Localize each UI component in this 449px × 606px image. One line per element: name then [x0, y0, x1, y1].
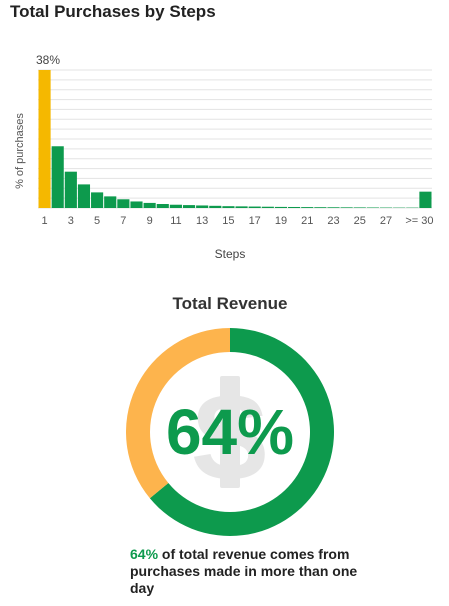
x-tick-label: 11 — [170, 215, 181, 227]
bar-step-30 — [419, 191, 432, 208]
x-tick-label: 21 — [301, 215, 313, 227]
bar-step-16 — [235, 206, 248, 208]
bar-step-22 — [314, 207, 327, 208]
x-tick-label: 23 — [327, 215, 339, 227]
x-axis-label: Steps — [215, 247, 246, 261]
x-tick-label: 17 — [249, 215, 261, 227]
donut-slice-same-day — [126, 328, 230, 499]
svg-text:S: S — [191, 372, 270, 504]
donut-slice-multi-day — [149, 328, 334, 536]
bar-step-21 — [301, 207, 314, 208]
donut-slices — [126, 328, 334, 536]
x-tick-label: >= 30 — [405, 215, 433, 227]
x-tick-label: 27 — [380, 215, 392, 227]
bar-step-7 — [117, 199, 130, 208]
x-tick-label: 1 — [42, 215, 48, 227]
x-tick-label: 3 — [68, 215, 74, 227]
bar-step-9 — [143, 202, 156, 208]
bar-step-26 — [366, 207, 379, 208]
bar-step-24 — [340, 207, 353, 208]
bar-step-13 — [196, 205, 209, 208]
bar-step-6 — [104, 196, 117, 208]
revenue-percent-label: 64% — [165, 396, 295, 468]
bar-step-15 — [222, 206, 235, 208]
bar-step-19 — [274, 206, 288, 208]
revenue-donut-chart: S — [126, 328, 334, 536]
x-tick-label: 5 — [94, 215, 100, 227]
revenue-caption: 64% of total revenue comes from purchase… — [130, 546, 370, 597]
bar-data-label: 38% — [36, 53, 60, 67]
x-axis-ticks: 1 3 5 7 9 11 13 15 17 19 21 23 25 27 >= 30 — [42, 215, 434, 227]
bar-step-1 — [38, 70, 51, 208]
x-tick-label: 19 — [275, 215, 287, 227]
dollar-sign-icon: S — [191, 372, 270, 504]
bar-step-5 — [91, 192, 104, 208]
revenue-caption-text: of total revenue comes from purchases ma… — [130, 546, 358, 596]
x-tick-label: 13 — [196, 215, 208, 227]
bar-step-23 — [327, 207, 340, 208]
bar-step-8 — [130, 201, 143, 208]
y-axis-label: % of purchases — [14, 113, 26, 189]
bar-step-20 — [288, 206, 301, 208]
x-tick-label: 9 — [147, 215, 153, 227]
bar-step-25 — [353, 207, 366, 208]
revenue-caption-highlight: 64% — [130, 546, 159, 562]
bar-step-12 — [182, 205, 196, 208]
bar-step-17 — [248, 206, 261, 208]
bar-step-10 — [156, 204, 169, 208]
bar-step-2 — [51, 146, 64, 208]
bar-step-4 — [77, 184, 91, 208]
x-tick-label: 25 — [354, 215, 366, 227]
revenue-title: Total Revenue — [172, 294, 288, 313]
bar-step-14 — [209, 205, 222, 208]
chart-gridlines — [38, 69, 432, 209]
bar-step-18 — [261, 206, 274, 208]
x-tick-label: 15 — [222, 215, 234, 227]
chart-bars: 38% — [36, 53, 432, 208]
purchases-chart-title: Total Purchases by Steps — [10, 2, 216, 21]
bar-step-3 — [64, 171, 77, 208]
bar-step-11 — [169, 204, 182, 208]
purchases-bar-chart: 38% 1 3 5 7 9 11 13 15 17 19 21 23 25 27 >= 30 % of pu… — [14, 53, 434, 261]
x-tick-label: 7 — [120, 215, 126, 227]
